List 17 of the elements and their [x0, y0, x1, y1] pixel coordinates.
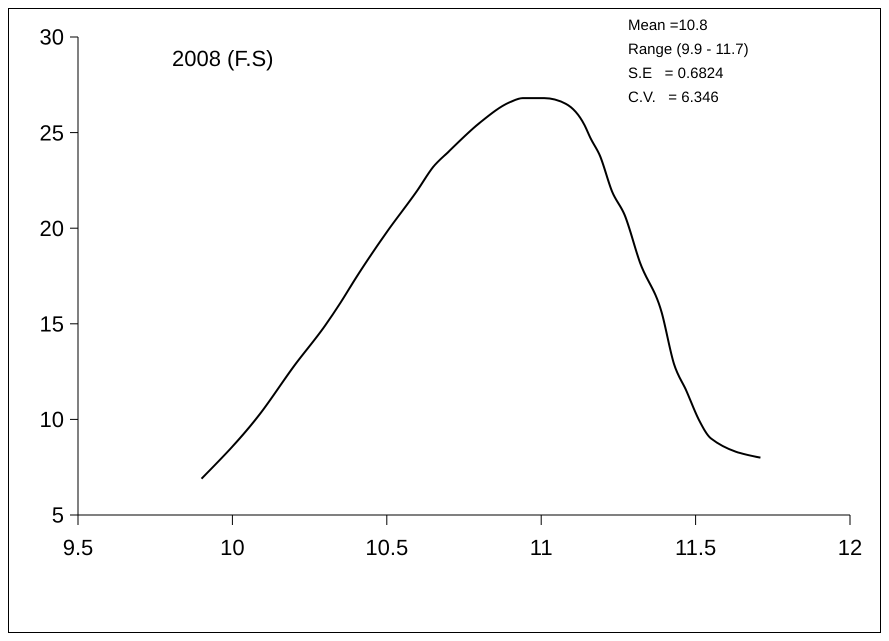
y-tick-label: 10: [40, 407, 64, 432]
y-tick-label: 20: [40, 216, 64, 241]
x-tick-label: 9.5: [62, 535, 94, 560]
annotation: C.V. = 6.346: [628, 89, 719, 106]
annotation: S.E = 0.6824: [628, 65, 724, 82]
y-tick-label: 30: [40, 24, 64, 50]
y-tick-label: 15: [40, 312, 64, 336]
x-tick-label: 10: [220, 535, 245, 560]
y-tick-label: 5: [52, 502, 64, 528]
text: Mean =10.8: [628, 17, 708, 34]
x-tick-label: 12: [838, 535, 862, 560]
x-tick-label: 11.5: [675, 535, 716, 560]
x-tick-label: 11: [530, 535, 553, 560]
y-tick-label: 25: [40, 120, 64, 146]
annotation: Range (9.9 - 11.7): [628, 41, 749, 58]
chart-title: 2008 (F.S): [172, 46, 274, 71]
x-tick-label: 10.5: [365, 535, 408, 560]
